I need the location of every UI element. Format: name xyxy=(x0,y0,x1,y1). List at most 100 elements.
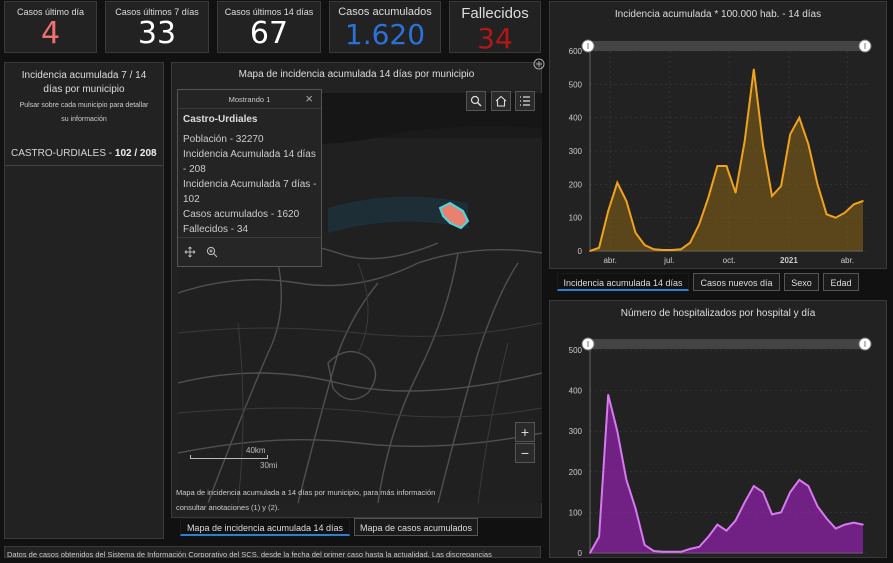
y-tick-label: 100 xyxy=(569,508,583,517)
data-point xyxy=(698,223,700,226)
municipality-list-panel: Incidencia acumulada 7 / 14 días por mun… xyxy=(4,62,164,539)
y-tick-label: 400 xyxy=(569,387,583,396)
y-tick-label: 100 xyxy=(569,214,583,223)
data-point xyxy=(707,196,710,199)
y-tick-label: 600 xyxy=(569,47,583,56)
map-title: Mapa de incidencia acumulada 14 días por… xyxy=(238,69,475,80)
map-popup: Mostrando 1 × Castro-Urdiales Población … xyxy=(177,89,322,267)
data-point xyxy=(698,546,700,548)
stat-label: Casos último día xyxy=(16,7,85,17)
stat-label: Casos últimos 7 días xyxy=(115,7,199,17)
data-point xyxy=(634,507,637,510)
data-point xyxy=(662,249,664,251)
tab-incidence[interactable]: Incidencia acumulada 14 días xyxy=(557,273,689,291)
incidence-chart: 0 100 200 300 400 500 600 abr. jul. oct. 2021 abr. xyxy=(569,39,872,265)
data-point xyxy=(834,216,837,219)
data-point xyxy=(643,244,646,246)
stat-label: Casos últimos 14 días xyxy=(224,7,314,17)
data-point xyxy=(689,241,691,244)
y-tick-label: 200 xyxy=(569,468,583,477)
tab-cases-map[interactable]: Mapa de casos acumulados xyxy=(354,518,478,536)
data-point xyxy=(753,68,755,71)
stat-value: 4 xyxy=(40,16,61,51)
stat-label: Casos acumulados xyxy=(338,6,432,18)
stat-card-accumulated: Casos acumulados 1.620 xyxy=(329,1,441,53)
data-point xyxy=(844,523,846,526)
data-point xyxy=(825,517,828,520)
popup-line: Incidencia Acumulada 7 días - 102 xyxy=(183,179,317,205)
map-panel: Mapa de incidencia acumulada 14 días por… xyxy=(171,58,545,518)
data-point xyxy=(725,165,728,167)
scale-mi-label: 30mi xyxy=(260,461,278,470)
data-point xyxy=(716,165,719,167)
hospital-chart: 0 100 200 300 400 500 xyxy=(569,337,872,558)
data-point xyxy=(643,544,646,546)
tab-incidence-map[interactable]: Mapa de incidencia acumulada 14 días xyxy=(180,518,350,536)
x-tick-label: abr. xyxy=(841,256,854,265)
y-tick-label: 0 xyxy=(578,247,583,256)
data-point xyxy=(807,143,810,146)
legend-icon[interactable] xyxy=(515,91,535,111)
data-point xyxy=(616,181,619,184)
range-slider-track[interactable] xyxy=(586,339,867,349)
data-point xyxy=(734,519,737,522)
series-area xyxy=(590,69,863,251)
municipality-incidence: 102 / 208 xyxy=(114,148,157,159)
stat-label: Fallecidos xyxy=(461,5,529,22)
home-icon[interactable] xyxy=(491,91,511,111)
stat-card-14-days: Casos últimos 14 días 67 xyxy=(217,1,321,53)
range-slider-track[interactable] xyxy=(586,41,867,51)
zoom-to-icon[interactable] xyxy=(206,245,218,263)
y-tick-label: 200 xyxy=(569,180,583,189)
popup-body: Población - 32270 Incidencia Acumulada 1… xyxy=(183,132,319,237)
x-tick-label: abr. xyxy=(603,256,616,265)
data-point xyxy=(853,521,855,524)
y-tick-label: 400 xyxy=(569,114,583,123)
data-point xyxy=(816,183,819,186)
data-point xyxy=(825,213,828,216)
search-icon[interactable] xyxy=(466,91,486,111)
data-point xyxy=(780,511,782,514)
data-point xyxy=(589,250,591,252)
tab-sex[interactable]: Sexo xyxy=(784,273,819,291)
pan-icon[interactable] xyxy=(184,245,196,263)
data-point xyxy=(816,505,819,508)
y-tick-label: 0 xyxy=(578,549,583,558)
expand-icon[interactable] xyxy=(532,57,546,71)
data-point xyxy=(844,211,846,214)
stat-value: 67 xyxy=(249,16,289,51)
zoom-out-button[interactable]: − xyxy=(515,443,535,463)
data-point xyxy=(771,513,773,516)
data-point xyxy=(607,393,609,396)
data-point xyxy=(753,485,755,487)
y-tick-label: 300 xyxy=(569,147,583,156)
data-point xyxy=(789,491,791,493)
data-point xyxy=(798,479,801,481)
data-point xyxy=(589,552,591,554)
y-tick-label: 500 xyxy=(569,80,583,89)
municipality-name: CASTRO-URDIALES - xyxy=(11,148,115,159)
data-point xyxy=(771,195,773,197)
data-notes-panel: Datos de casos obtenidos del Sistema de … xyxy=(4,546,541,558)
popup-line: Fallecidos - 34 xyxy=(183,224,249,235)
popup-name: Castro-Urdiales xyxy=(183,114,258,125)
tab-age[interactable]: Edad xyxy=(823,273,859,291)
popup-header-label: Mostrando 1 xyxy=(228,95,271,104)
data-point xyxy=(834,527,837,530)
scale-km-label: 40km xyxy=(246,446,266,455)
zoom-in-button[interactable]: + xyxy=(515,422,535,442)
y-tick-label: 500 xyxy=(569,346,583,355)
list-item[interactable]: CASTRO-URDIALES - 102 / 208 xyxy=(5,148,163,166)
data-point xyxy=(734,191,737,194)
data-point xyxy=(762,143,764,146)
popup-header: Mostrando 1 × xyxy=(178,90,321,109)
popup-line: Población - 32270 xyxy=(183,134,264,145)
close-icon[interactable]: × xyxy=(305,91,313,106)
data-point xyxy=(689,548,691,550)
tab-new-cases[interactable]: Casos nuevos día xyxy=(693,273,780,291)
data-point xyxy=(607,210,609,212)
data-notes-text: Datos de casos obtenidos del Sistema de … xyxy=(7,550,492,558)
data-point xyxy=(634,231,637,234)
data-point xyxy=(789,133,791,136)
chart-title: Número de hospitalizados por hospital y … xyxy=(620,308,816,319)
